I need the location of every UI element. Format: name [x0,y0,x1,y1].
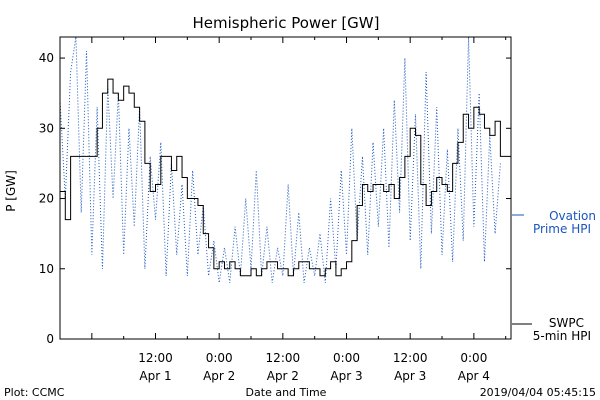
y-tick-label: 40 [39,51,54,65]
x-tick-time-label: 12:00 [266,351,301,365]
x-tick-time-label: 12:00 [138,351,173,365]
plot-frame [59,36,512,340]
y-tick-label: 30 [39,121,54,135]
x-tick-time-label: 0:00 [206,351,233,365]
y-tick-label: 0 [46,332,54,346]
x-tick-date-label: Apr 2 [203,369,235,383]
series-swpc-line [60,78,511,277]
x-tick-time-label: 0:00 [333,351,360,365]
y-tick-label: 20 [39,192,54,206]
x-axis: 12:00 Apr 1 0:00 Apr 2 12:00 Apr 2 0:00 Apr 3 12… [91,37,507,383]
x-tick-date-label: Apr 4 [458,369,490,383]
legend-swpc-line1: SWPC [549,316,584,330]
footer-timestamp: 2019/04/04 05:45:15 [480,386,596,399]
series-ovation-line [59,36,501,283]
x-tick-date-label: Apr 3 [330,369,362,383]
legend-ovation-line1: Ovation [549,209,596,223]
x-tick-time-label: 0:00 [460,351,487,365]
series-layer [59,36,511,283]
chart-title: Hemispheric Power [GW] [193,14,380,32]
legend: Ovation Prime HPI SWPC 5-min HPI [512,209,596,343]
y-tick-label: 10 [39,262,54,276]
footer-plot-credit: Plot: CCMC [4,386,65,399]
footer-x-axis-label: Date and Time [246,386,327,399]
x-tick-date-label: Apr 1 [139,369,171,383]
x-tick-date-label: Apr 3 [394,369,426,383]
legend-ovation-line2: Prime HPI [533,222,591,236]
y-axis: 0 10 20 30 40 [39,51,511,346]
y-axis-label: P [GW] [4,170,18,212]
x-tick-date-label: Apr 2 [267,369,299,383]
x-tick-time-label: 12:00 [393,351,428,365]
legend-swpc-line2: 5-min HPI [533,329,591,343]
